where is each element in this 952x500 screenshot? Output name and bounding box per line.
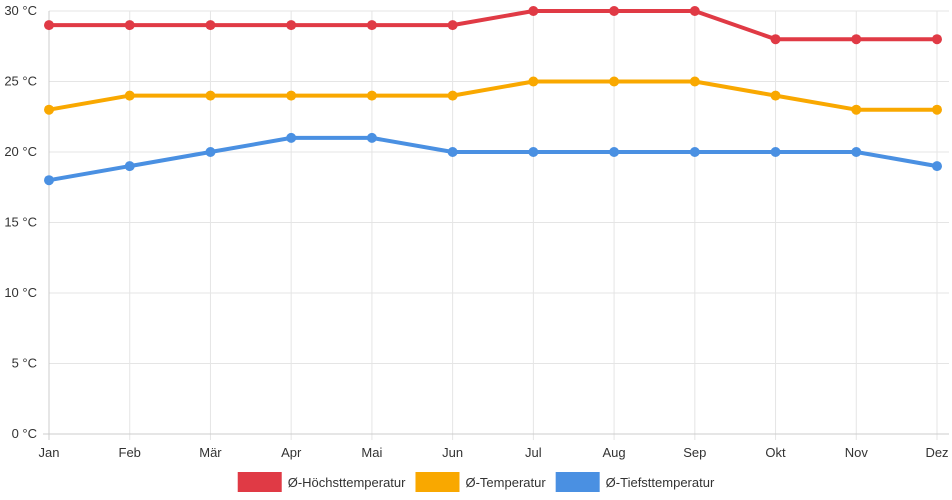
x-tick-label: Jul: [525, 445, 542, 460]
y-tick-label: 0 °C: [12, 426, 37, 441]
y-tick-label: 10 °C: [4, 285, 37, 300]
x-tick-label: Apr: [281, 445, 302, 460]
data-point[interactable]: [770, 90, 781, 101]
data-point[interactable]: [851, 147, 862, 157]
data-point[interactable]: [770, 34, 781, 45]
data-point[interactable]: [366, 20, 377, 31]
legend-label: Ø-Tiefsttemperatur: [606, 475, 715, 490]
y-axis-ticks: 0 °C 5 °C 10 °C 15 °C 20 °C 25 °C 30 °C: [4, 3, 37, 441]
x-tick-label: Mär: [199, 445, 222, 460]
y-tick-label: 25 °C: [4, 74, 37, 89]
data-point[interactable]: [44, 20, 54, 31]
data-point[interactable]: [286, 20, 297, 31]
data-point[interactable]: [447, 90, 458, 101]
x-tick-label: Mai: [361, 445, 382, 460]
data-point[interactable]: [205, 147, 216, 157]
x-tick-label: Dez: [925, 445, 948, 460]
x-tick-label: Nov: [845, 445, 869, 460]
data-point[interactable]: [447, 147, 458, 157]
y-tick-label: 20 °C: [4, 144, 37, 159]
y-tick-label: 15 °C: [4, 215, 37, 230]
data-point[interactable]: [932, 104, 942, 115]
data-point[interactable]: [286, 132, 297, 143]
series-1: [44, 76, 942, 115]
x-tick-label: Aug: [603, 445, 626, 460]
data-point[interactable]: [124, 90, 135, 101]
data-point[interactable]: [44, 104, 54, 115]
series-line: [47, 79, 939, 112]
data-point[interactable]: [932, 34, 942, 45]
x-tick-label: Okt: [765, 445, 786, 460]
data-point[interactable]: [689, 147, 700, 157]
y-tick-label: 5 °C: [12, 356, 37, 371]
y-tick-label: 30 °C: [4, 3, 37, 18]
series-0: [44, 6, 942, 45]
legend-item[interactable]: Ø-Höchsttemperatur: [237, 472, 406, 492]
x-tick-label: Sep: [683, 445, 706, 460]
x-tick-label: Feb: [119, 445, 141, 460]
data-point[interactable]: [689, 76, 700, 87]
data-point[interactable]: [851, 104, 862, 115]
data-point[interactable]: [932, 161, 942, 172]
legend-swatch: [555, 472, 600, 492]
series-line: [47, 9, 939, 42]
data-point[interactable]: [609, 147, 620, 157]
data-point[interactable]: [689, 6, 700, 16]
data-point[interactable]: [44, 175, 54, 186]
data-point[interactable]: [528, 6, 539, 16]
data-point[interactable]: [366, 90, 377, 101]
data-point[interactable]: [609, 76, 620, 87]
series-layer: [44, 6, 942, 186]
legend-item[interactable]: Ø-Temperatur: [415, 472, 546, 492]
data-point[interactable]: [528, 147, 539, 157]
data-point[interactable]: [205, 20, 216, 31]
data-point[interactable]: [286, 90, 297, 101]
data-point[interactable]: [447, 20, 458, 31]
data-point[interactable]: [609, 6, 620, 16]
x-tick-label: Jun: [442, 445, 463, 460]
series-line: [47, 135, 939, 183]
legend-label: Ø-Höchsttemperatur: [288, 475, 406, 490]
legend-swatch: [237, 472, 282, 492]
grid: [43, 10, 949, 440]
data-point[interactable]: [205, 90, 216, 101]
x-axis-ticks: Jan Feb Mär Apr Mai Jun Jul Aug Sep Okt Nov Dez: [39, 445, 949, 460]
legend: Ø-Höchsttemperatur Ø-Temperatur Ø-Tiefstte…: [237, 472, 715, 492]
data-point[interactable]: [770, 147, 781, 157]
data-point[interactable]: [124, 161, 135, 172]
data-point[interactable]: [366, 132, 377, 143]
legend-item[interactable]: Ø-Tiefsttemperatur: [555, 472, 715, 492]
data-point[interactable]: [124, 20, 135, 31]
legend-label: Ø-Temperatur: [465, 475, 546, 490]
x-tick-label: Jan: [39, 445, 60, 460]
series-2: [44, 132, 942, 186]
data-point[interactable]: [528, 76, 539, 87]
legend-swatch: [415, 472, 460, 492]
data-point[interactable]: [851, 34, 862, 45]
